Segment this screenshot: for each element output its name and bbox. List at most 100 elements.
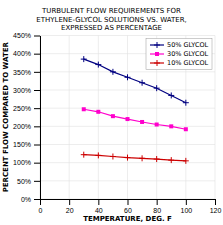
y-tick-mark bbox=[34, 145, 40, 146]
legend-item: 10% GLYCOL bbox=[150, 59, 209, 67]
marker bbox=[155, 123, 159, 127]
marker bbox=[95, 62, 101, 68]
x-tick-mark bbox=[215, 199, 216, 205]
x-tick-label: 0 bbox=[39, 207, 43, 214]
legend-frame bbox=[146, 39, 212, 70]
x-tick-label: 120 bbox=[210, 207, 222, 214]
y-tick: 50% bbox=[17, 178, 40, 185]
marker bbox=[183, 158, 189, 164]
legend-item: 30% GLYCOL bbox=[150, 50, 209, 58]
y-tick-mark bbox=[34, 72, 40, 73]
y-tick-mark bbox=[34, 126, 40, 127]
grid-line-y bbox=[40, 126, 215, 127]
x-tick-mark bbox=[40, 199, 41, 205]
legend-marker bbox=[155, 52, 159, 56]
y-tick: 450% bbox=[13, 32, 40, 39]
x-tick-label: 60 bbox=[124, 207, 132, 214]
grid-line-x bbox=[98, 36, 99, 200]
grid-line-y bbox=[40, 35, 215, 36]
title-line: TURBULENT FLOW REQUIREMENTS FOR bbox=[41, 7, 181, 15]
marker bbox=[125, 74, 131, 80]
chart: TURBULENT FLOW REQUIREMENTS FORETHYLENE-… bbox=[0, 0, 223, 225]
legend-marker bbox=[154, 42, 160, 48]
x-tick-mark bbox=[69, 199, 70, 205]
plot: 0 20 40 60 80 100 120 0% 50% 100% 150% 200% 250% 300%… bbox=[13, 32, 221, 214]
y-tick-label: 300% bbox=[13, 87, 31, 94]
x-tick-label: 20 bbox=[66, 207, 74, 214]
x-tick-label: 80 bbox=[153, 207, 161, 214]
y-tick-label: 250% bbox=[13, 105, 31, 112]
marker bbox=[110, 153, 116, 159]
legend-label: 10% GLYCOL bbox=[167, 59, 209, 67]
y-tick-mark bbox=[34, 181, 40, 182]
title-line: EXPRESSED AS PERCENTAGE bbox=[61, 24, 162, 32]
y-tick-label: 400% bbox=[13, 50, 31, 57]
y-tick: 0% bbox=[21, 196, 40, 203]
grid-line-y bbox=[40, 71, 215, 72]
y-axis-label: PERCENT FLOW COMPARED TO WATER bbox=[2, 42, 10, 193]
marker bbox=[140, 120, 144, 124]
title-line: ETHYLENE-GLYCOL SOLUTIONS VS. WATER, bbox=[36, 16, 186, 24]
legend-marker bbox=[154, 60, 160, 66]
y-tick-mark bbox=[34, 108, 40, 109]
marker bbox=[168, 92, 174, 98]
marker bbox=[81, 56, 87, 62]
legend-label: 30% GLYCOL bbox=[167, 50, 209, 58]
y-tick: 400% bbox=[13, 50, 40, 57]
y-tick-label: 0% bbox=[21, 196, 31, 203]
y-axis: 0%50%100%150%200%250%300%350%400%450% bbox=[13, 32, 40, 203]
marker bbox=[125, 155, 131, 161]
y-tick: 100% bbox=[13, 159, 40, 166]
marker bbox=[82, 107, 86, 111]
y-tick-mark bbox=[34, 54, 40, 55]
legend-label: 50% GLYCOL bbox=[167, 41, 209, 49]
series-line bbox=[84, 109, 186, 129]
y-tick-mark bbox=[34, 163, 40, 164]
marker bbox=[168, 157, 174, 163]
y-tick: 200% bbox=[13, 123, 40, 130]
marker bbox=[126, 117, 130, 121]
y-tick-label: 150% bbox=[13, 141, 31, 148]
x-tick: 120 bbox=[210, 199, 222, 214]
y-tick-label: 100% bbox=[13, 159, 31, 166]
grid-line-x bbox=[40, 36, 41, 200]
marker bbox=[139, 155, 145, 161]
y-tick: 250% bbox=[13, 105, 40, 112]
x-axis-label: TEMPERATURE, DEG. F bbox=[83, 215, 172, 223]
legend-item: 50% GLYCOL bbox=[150, 41, 209, 49]
marker bbox=[110, 69, 116, 75]
grid-line-x bbox=[69, 36, 70, 200]
y-tick-mark bbox=[34, 36, 40, 37]
marker bbox=[184, 127, 188, 131]
y-tick-label: 200% bbox=[13, 123, 31, 130]
marker bbox=[81, 152, 87, 158]
series bbox=[82, 107, 188, 131]
y-tick-label: 50% bbox=[17, 178, 31, 185]
marker bbox=[183, 100, 189, 106]
grid-line-y bbox=[40, 90, 215, 91]
x-axis: 0 20 40 60 80 100 120 bbox=[39, 199, 222, 214]
y-tick-label: 450% bbox=[13, 32, 31, 39]
marker bbox=[96, 110, 100, 114]
marker bbox=[154, 85, 160, 91]
grid-line-y bbox=[40, 180, 215, 181]
x-tick: 100 bbox=[180, 199, 192, 214]
marker bbox=[111, 114, 115, 118]
legend: 50% GLYCOL30% GLYCOL10% GLYCOL bbox=[146, 39, 212, 70]
series-group bbox=[81, 56, 189, 164]
marker bbox=[95, 152, 101, 158]
y-tick: 150% bbox=[13, 141, 40, 148]
title: TURBULENT FLOW REQUIREMENTS FORETHYLENE-… bbox=[36, 7, 186, 32]
y-tick-mark bbox=[34, 199, 40, 200]
x-tick: 80 bbox=[153, 199, 161, 214]
grid-line-x bbox=[215, 36, 216, 200]
x-tick-mark bbox=[157, 199, 158, 205]
x-tick: 20 bbox=[66, 199, 74, 214]
y-axis-line bbox=[40, 36, 41, 200]
x-tick: 0 bbox=[39, 199, 43, 214]
x-tick-mark bbox=[128, 199, 129, 205]
x-tick-label: 100 bbox=[180, 207, 192, 214]
x-tick-mark bbox=[186, 199, 187, 205]
y-tick: 300% bbox=[13, 87, 40, 94]
x-tick: 40 bbox=[95, 199, 103, 214]
